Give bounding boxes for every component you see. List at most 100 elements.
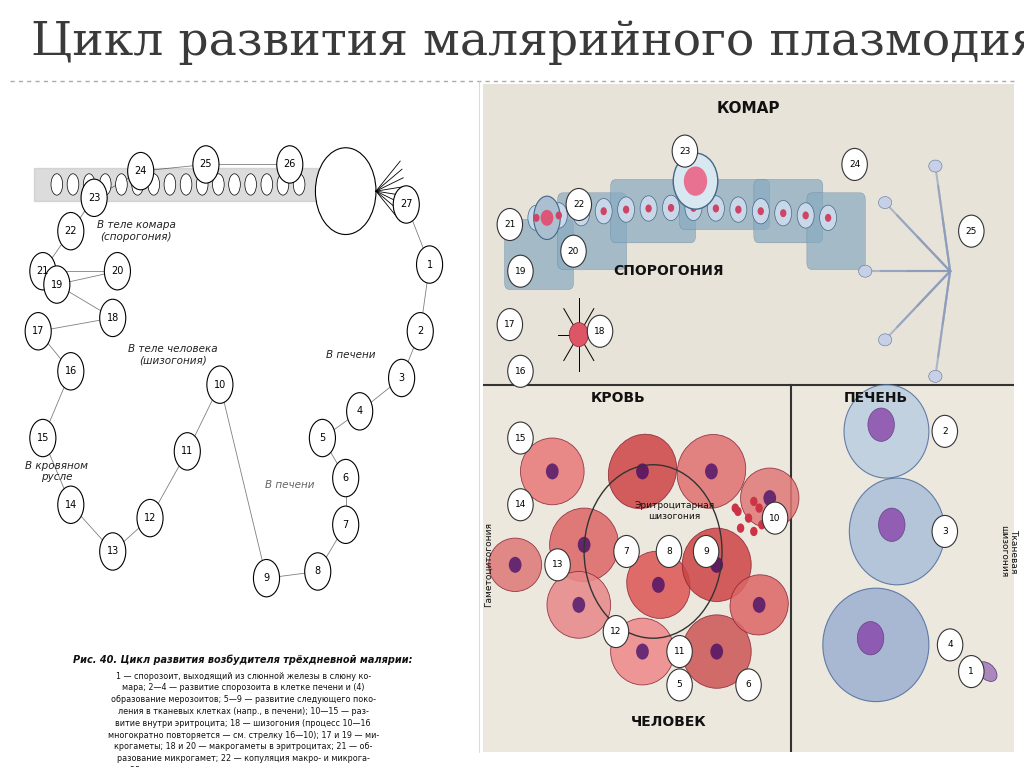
Text: 6: 6 xyxy=(745,680,752,690)
Circle shape xyxy=(561,235,586,267)
Ellipse shape xyxy=(164,174,176,195)
Circle shape xyxy=(842,149,867,180)
Text: Эритроцитарная
шизогония: Эритроцитарная шизогония xyxy=(634,502,715,522)
Text: В теле человека
(шизогония): В теле человека (шизогония) xyxy=(128,344,218,365)
Ellipse shape xyxy=(617,197,635,222)
Circle shape xyxy=(932,416,957,447)
Ellipse shape xyxy=(610,618,674,685)
Circle shape xyxy=(556,212,562,219)
Text: 27: 27 xyxy=(400,199,413,209)
Circle shape xyxy=(347,393,373,430)
Circle shape xyxy=(656,535,682,568)
Text: 24: 24 xyxy=(849,160,860,169)
Text: В печени: В печени xyxy=(265,479,314,490)
Text: Гаметоцитогония: Гаметоцитогония xyxy=(484,522,494,607)
Text: Тканевая
шизогония: Тканевая шизогония xyxy=(998,525,1018,578)
Circle shape xyxy=(508,355,534,387)
Ellipse shape xyxy=(685,196,701,221)
Circle shape xyxy=(81,179,108,216)
Text: 17: 17 xyxy=(504,320,516,329)
Ellipse shape xyxy=(929,160,942,172)
Circle shape xyxy=(672,135,697,167)
Circle shape xyxy=(758,207,764,216)
Text: 19: 19 xyxy=(51,279,62,290)
Ellipse shape xyxy=(572,200,590,225)
Text: 14: 14 xyxy=(65,500,77,510)
Text: 21: 21 xyxy=(37,266,49,276)
Circle shape xyxy=(731,503,739,513)
Circle shape xyxy=(744,513,753,523)
Circle shape xyxy=(417,246,442,283)
Circle shape xyxy=(751,527,758,536)
Circle shape xyxy=(668,204,674,212)
Ellipse shape xyxy=(978,662,997,681)
Text: 16: 16 xyxy=(515,367,526,376)
Ellipse shape xyxy=(819,205,837,231)
Circle shape xyxy=(588,315,612,347)
Circle shape xyxy=(868,408,894,441)
Ellipse shape xyxy=(293,174,305,195)
Text: 22: 22 xyxy=(65,226,77,236)
Text: ЧЕЛОВЕК: ЧЕЛОВЕК xyxy=(631,715,707,729)
Text: 18: 18 xyxy=(106,313,119,323)
Circle shape xyxy=(673,153,718,209)
Circle shape xyxy=(497,209,522,241)
Circle shape xyxy=(99,299,126,337)
Text: 25: 25 xyxy=(200,160,212,170)
Text: 22: 22 xyxy=(573,200,585,209)
Text: 15: 15 xyxy=(37,433,49,443)
Text: 12: 12 xyxy=(610,627,622,636)
Ellipse shape xyxy=(261,174,272,195)
Text: 26: 26 xyxy=(284,160,296,170)
Text: 11: 11 xyxy=(674,647,685,656)
Circle shape xyxy=(509,557,521,573)
Circle shape xyxy=(104,252,130,290)
Text: 14: 14 xyxy=(515,500,526,509)
Text: 24: 24 xyxy=(134,166,146,176)
Text: 8: 8 xyxy=(666,547,672,556)
Text: Рис. 40. Цикл развития возбудителя трёхдневной малярии:: Рис. 40. Цикл развития возбудителя трёхд… xyxy=(74,655,413,666)
Circle shape xyxy=(508,255,534,287)
Text: КРОВЬ: КРОВЬ xyxy=(591,391,646,405)
Text: 5: 5 xyxy=(319,433,326,443)
Circle shape xyxy=(780,209,786,217)
Circle shape xyxy=(534,214,540,222)
Ellipse shape xyxy=(116,174,127,195)
Circle shape xyxy=(276,146,303,183)
Text: 23: 23 xyxy=(88,193,100,202)
Circle shape xyxy=(857,621,884,655)
Circle shape xyxy=(30,420,56,456)
FancyBboxPatch shape xyxy=(483,84,1014,385)
Ellipse shape xyxy=(677,434,745,509)
Ellipse shape xyxy=(775,200,792,225)
Circle shape xyxy=(613,535,639,568)
Circle shape xyxy=(937,629,963,661)
Text: ПЕЧЕНЬ: ПЕЧЕНЬ xyxy=(844,391,908,405)
Ellipse shape xyxy=(879,334,892,346)
Text: 21: 21 xyxy=(504,220,515,229)
Circle shape xyxy=(333,459,358,497)
Circle shape xyxy=(879,508,905,542)
Ellipse shape xyxy=(68,174,79,195)
Ellipse shape xyxy=(844,384,929,478)
Circle shape xyxy=(207,366,232,403)
Circle shape xyxy=(508,422,534,454)
Circle shape xyxy=(623,206,630,213)
Circle shape xyxy=(825,214,831,222)
Circle shape xyxy=(737,523,744,533)
Ellipse shape xyxy=(730,574,788,635)
Text: 23: 23 xyxy=(679,146,690,156)
Circle shape xyxy=(30,252,56,290)
FancyBboxPatch shape xyxy=(610,179,695,243)
Circle shape xyxy=(751,497,758,506)
Circle shape xyxy=(600,207,607,216)
Circle shape xyxy=(762,502,787,534)
Text: 4: 4 xyxy=(947,640,953,650)
Circle shape xyxy=(333,506,358,544)
Ellipse shape xyxy=(132,174,143,195)
Circle shape xyxy=(57,353,84,390)
Text: 2: 2 xyxy=(942,427,947,436)
Circle shape xyxy=(764,490,776,506)
Text: Цикл развития малярийного плазмодия: Цикл развития малярийного плазмодия xyxy=(31,19,1024,65)
FancyBboxPatch shape xyxy=(505,219,573,290)
